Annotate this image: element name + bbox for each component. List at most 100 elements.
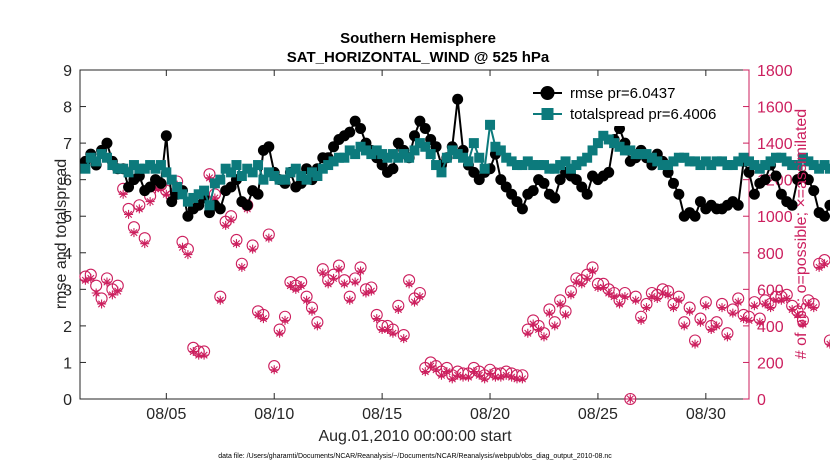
totalspread-point: [538, 160, 549, 171]
totalspread-point: [96, 149, 107, 160]
totalspread-point: [112, 163, 123, 174]
obs-assimilated-marker: [809, 303, 819, 313]
obs-assimilated-marker: [145, 197, 155, 207]
obs-assimilated-marker: [647, 292, 657, 302]
left-y-tick-label: 5: [63, 209, 72, 226]
obs-assimilated-marker: [501, 370, 511, 380]
obs-assimilated-marker: [339, 279, 349, 289]
totalspread-point: [549, 163, 560, 174]
totalspread-point: [555, 160, 566, 171]
rmse-point: [387, 163, 399, 175]
obs-assimilated-marker: [291, 284, 301, 294]
totalspread-point: [204, 200, 215, 211]
obs-assimilated-marker: [733, 297, 743, 307]
obs-assimilated-marker: [771, 295, 781, 305]
obs-assimilated-marker: [107, 290, 117, 300]
totalspread-point: [657, 160, 668, 171]
obs-assimilated-marker: [512, 374, 522, 384]
totalspread-point: [441, 152, 452, 163]
obs-assimilated-marker: [151, 184, 161, 194]
totalspread-point: [242, 163, 253, 174]
obs-assimilated-marker: [523, 328, 533, 338]
x-axis-label: Aug.01,2010 00:00:00 start: [318, 428, 512, 445]
obs-assimilated-marker: [469, 367, 479, 377]
totalspread-point: [717, 156, 728, 167]
totalspread-point: [172, 181, 183, 192]
right-y-axis-label: # of obs: o=possible; ×=assimilated: [793, 109, 810, 359]
obs-assimilated-marker: [404, 279, 414, 289]
obs-assimilated-marker: [420, 367, 430, 377]
totalspread-point: [355, 141, 366, 152]
obs-assimilated-marker: [356, 266, 366, 276]
obs-assimilated-marker: [793, 310, 803, 320]
rmse-point: [786, 199, 798, 211]
totalspread-point: [306, 167, 317, 178]
totalspread-point: [803, 156, 814, 167]
totalspread-point: [360, 145, 371, 156]
obs-assimilated-marker: [760, 299, 770, 309]
obs-assimilated-marker: [113, 286, 123, 296]
obs-assimilated-marker: [668, 303, 678, 313]
rmse-point: [667, 177, 679, 189]
obs-assimilated-marker: [80, 275, 90, 285]
totalspread-point: [485, 119, 496, 130]
obs-assimilated-marker: [458, 372, 468, 382]
obs-assimilated-marker: [582, 273, 592, 283]
totalspread-point: [776, 152, 787, 163]
obs-assimilated-marker: [782, 293, 792, 303]
obs-assimilated-marker: [641, 303, 651, 313]
totalspread-point: [576, 156, 587, 167]
rmse-point: [770, 170, 782, 182]
totalspread-point: [301, 174, 312, 185]
rmse-point: [419, 122, 431, 134]
obs-assimilated-marker: [323, 279, 333, 289]
series-lines: [79, 93, 830, 222]
obs-assimilated-marker: [415, 292, 425, 302]
totalspread-point: [495, 145, 506, 156]
obs-assimilated-marker: [690, 339, 700, 349]
rmse-point: [252, 188, 264, 200]
totalspread-point: [733, 156, 744, 167]
obs-assimilated-marker: [474, 370, 484, 380]
obs-assimilated-marker: [485, 368, 495, 378]
right-y-tick-label: 1400: [757, 136, 793, 153]
rmse-point: [802, 174, 814, 186]
obs-assimilated-marker: [728, 308, 738, 318]
totalspread-point: [209, 178, 220, 189]
totalspread-point: [323, 160, 334, 171]
totalspread-point: [366, 149, 377, 160]
obs-assimilated-marker: [798, 319, 808, 329]
totalspread-point: [587, 145, 598, 156]
obs-assimilated-marker: [496, 372, 506, 382]
totalspread-point: [91, 156, 102, 167]
totalspread-point: [501, 152, 512, 163]
totalspread-point: [652, 156, 663, 167]
totalspread-point: [371, 145, 382, 156]
obs-assimilated-marker: [431, 365, 441, 375]
obs-assimilated-marker: [550, 321, 560, 331]
totalspread-point: [544, 163, 555, 174]
totalspread-point: [711, 156, 722, 167]
obs-assimilated-marker: [237, 262, 247, 272]
obs-assimilated-marker: [609, 292, 619, 302]
obs-assimilated-marker: [312, 321, 322, 331]
obs-assimilated-marker: [625, 394, 635, 404]
totalspread-point: [673, 152, 684, 163]
totalspread-point: [150, 163, 161, 174]
totalspread-point: [253, 160, 264, 171]
obs-assimilated-marker: [188, 346, 198, 356]
totalspread-point: [512, 160, 523, 171]
totalspread-point: [155, 160, 166, 171]
obs-assimilated-marker: [480, 374, 490, 384]
obs-count-markers: [79, 168, 830, 406]
totalspread-point: [458, 152, 469, 163]
totalspread-point: [625, 145, 636, 156]
left-y-tick-label: 6: [63, 173, 72, 190]
totalspread-point: [582, 152, 593, 163]
totalspread-point: [614, 141, 625, 152]
totalspread-point: [328, 156, 339, 167]
totalspread-point: [161, 167, 172, 178]
totalspread-point: [220, 163, 231, 174]
obs-assimilated-marker: [739, 314, 749, 324]
totalspread-point: [700, 156, 711, 167]
